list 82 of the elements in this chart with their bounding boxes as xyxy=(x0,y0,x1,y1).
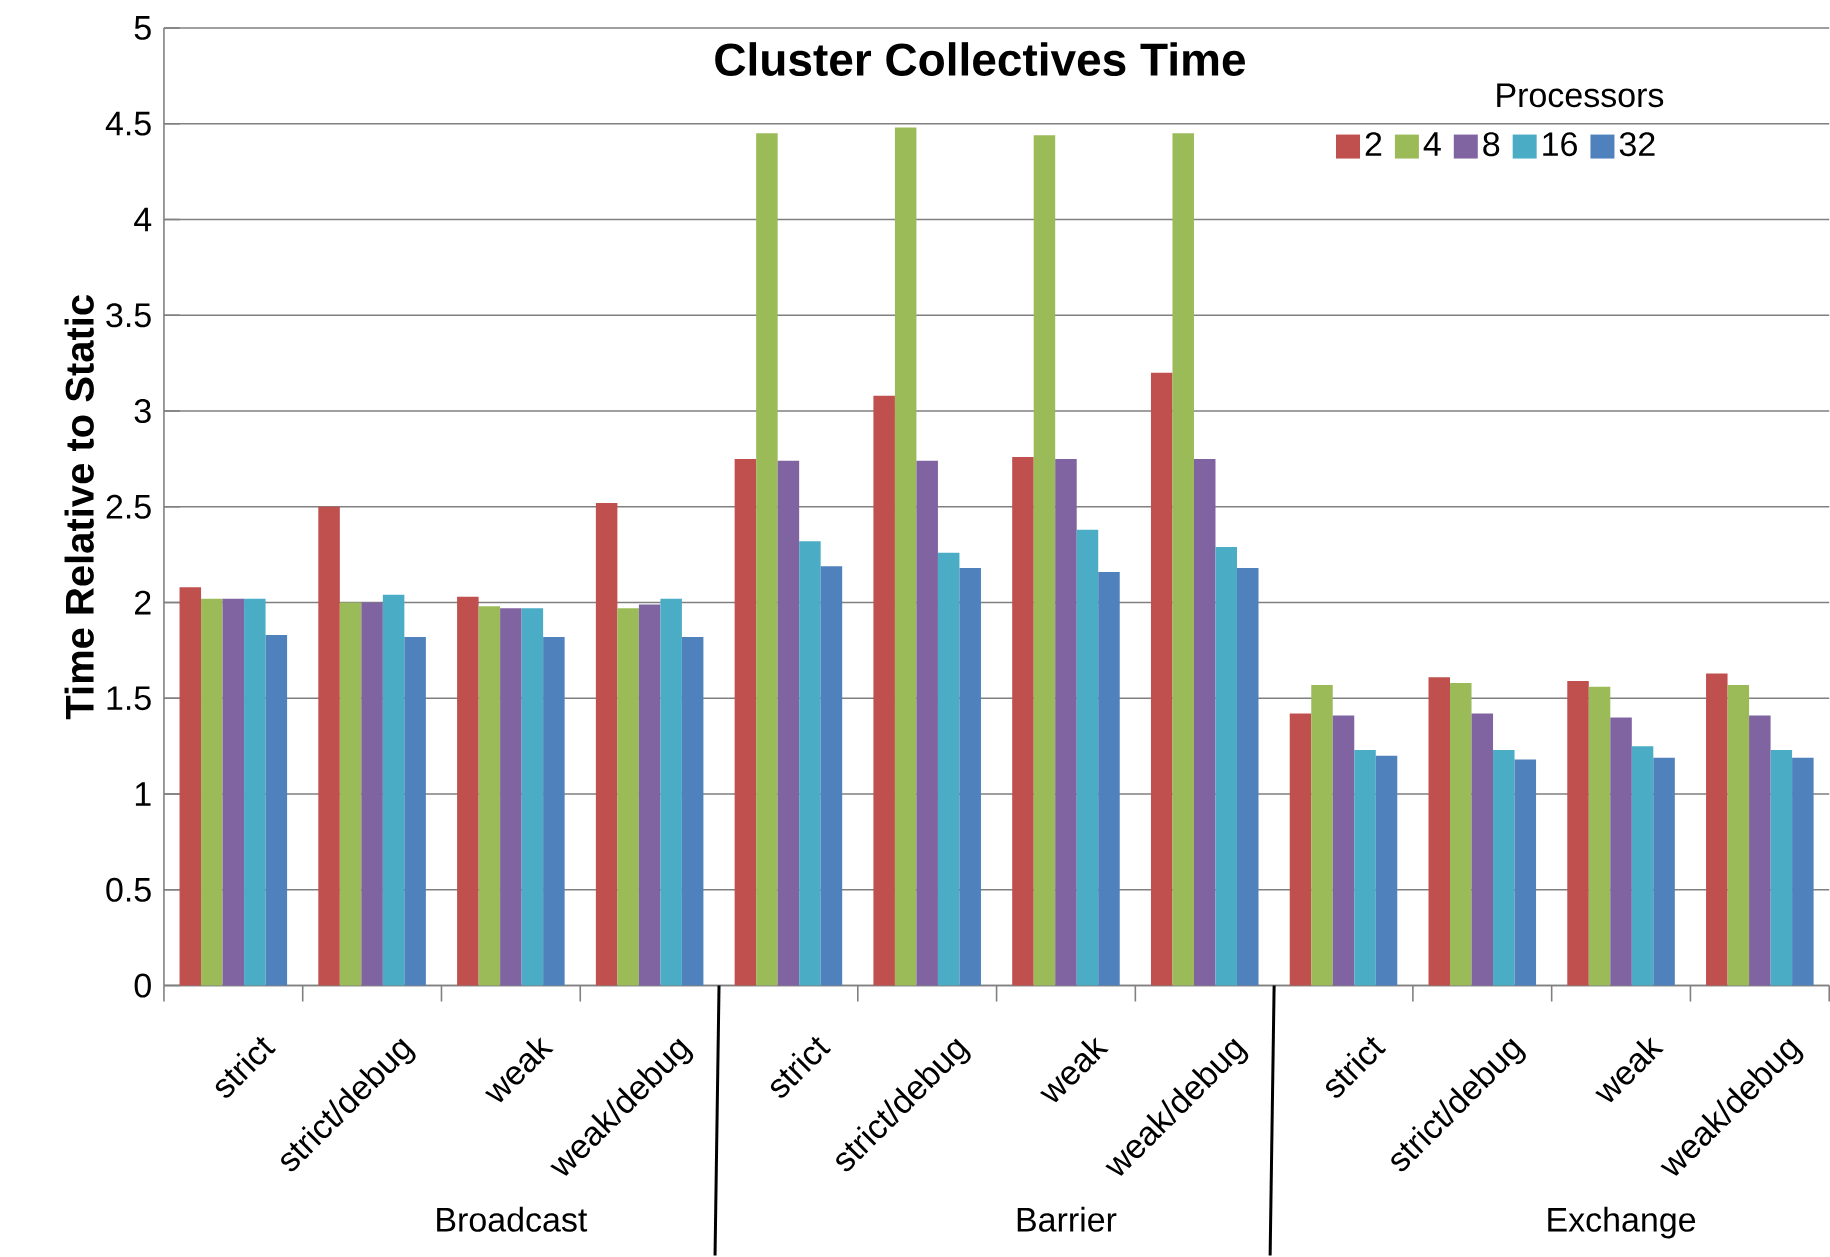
bar xyxy=(521,608,544,986)
y-tick-label: 4.5 xyxy=(105,111,151,136)
bar xyxy=(404,637,426,986)
bar xyxy=(681,637,704,986)
bar xyxy=(1706,673,1728,986)
y-tick-label: 1.5 xyxy=(107,686,151,711)
bar xyxy=(1727,684,1750,986)
bar xyxy=(756,133,778,986)
bar xyxy=(318,506,340,986)
bar xyxy=(1588,686,1611,986)
bar xyxy=(222,598,245,986)
y-tick-label: 1 xyxy=(135,782,151,806)
bar xyxy=(1749,715,1771,986)
y-tick-label: 2 xyxy=(135,590,151,615)
y-tick-label: 3.5 xyxy=(106,303,151,328)
bar xyxy=(1471,713,1494,986)
y-tick-label: 0 xyxy=(134,973,151,998)
bar xyxy=(1055,458,1077,986)
bar xyxy=(339,602,362,986)
bar xyxy=(201,598,223,986)
bar xyxy=(1375,755,1398,986)
bar xyxy=(1792,757,1814,986)
y-tick-label: 2.5 xyxy=(106,494,151,519)
bar xyxy=(1493,750,1515,986)
bar xyxy=(959,568,981,986)
bar xyxy=(1150,372,1173,986)
legend-label: 8 xyxy=(1483,132,1500,157)
legend-label: 2 xyxy=(1365,132,1382,156)
y-tick-label: 4 xyxy=(134,207,152,232)
bar xyxy=(916,460,938,986)
bar xyxy=(734,458,757,986)
bar xyxy=(382,594,405,986)
bar xyxy=(595,502,618,986)
bar xyxy=(617,608,639,986)
bar xyxy=(1332,715,1355,986)
bar xyxy=(660,598,682,986)
bar xyxy=(799,541,821,986)
bar xyxy=(1610,717,1632,986)
bar xyxy=(1193,458,1216,986)
bar xyxy=(1172,133,1194,986)
bar xyxy=(1567,681,1589,986)
bar xyxy=(500,608,522,986)
bar xyxy=(1653,757,1675,986)
bar xyxy=(1289,713,1312,986)
legend-title: Processors xyxy=(1497,83,1664,108)
chart-title: Cluster Collectives Time xyxy=(715,42,1245,76)
bar xyxy=(1033,135,1056,986)
bar xyxy=(1311,684,1333,986)
y-tick-label: 3 xyxy=(134,399,151,424)
bar xyxy=(777,460,800,986)
y-tick-label: 0.5 xyxy=(106,877,151,902)
bar xyxy=(1450,683,1472,986)
bar xyxy=(1215,547,1237,986)
bar xyxy=(1012,457,1034,986)
bar xyxy=(894,127,917,986)
bar xyxy=(820,566,843,986)
bar xyxy=(873,395,895,986)
bar xyxy=(1354,750,1376,986)
legend-label: 16 xyxy=(1543,132,1577,157)
legend-label: 32 xyxy=(1619,132,1655,157)
bar xyxy=(478,606,501,986)
bar xyxy=(937,552,960,986)
bar xyxy=(1514,759,1537,986)
bar xyxy=(1631,746,1654,986)
text: Broadcast xyxy=(437,1206,588,1232)
y-axis-title: Time Relative to Static xyxy=(64,295,94,720)
legend-label: 4 xyxy=(1423,132,1441,156)
bar xyxy=(361,602,383,986)
bar xyxy=(638,604,661,986)
bar xyxy=(457,596,479,986)
bar xyxy=(1076,529,1099,986)
bar xyxy=(244,598,266,986)
bar xyxy=(1428,677,1451,986)
bar xyxy=(179,587,202,986)
bar xyxy=(1098,571,1120,986)
bar xyxy=(265,635,288,986)
text: Exchange xyxy=(1548,1206,1696,1239)
bar xyxy=(1237,568,1259,986)
text: Barrier xyxy=(1017,1206,1117,1232)
y-tick-label: 5 xyxy=(134,16,151,40)
bar xyxy=(543,637,565,986)
bar xyxy=(1770,750,1793,986)
